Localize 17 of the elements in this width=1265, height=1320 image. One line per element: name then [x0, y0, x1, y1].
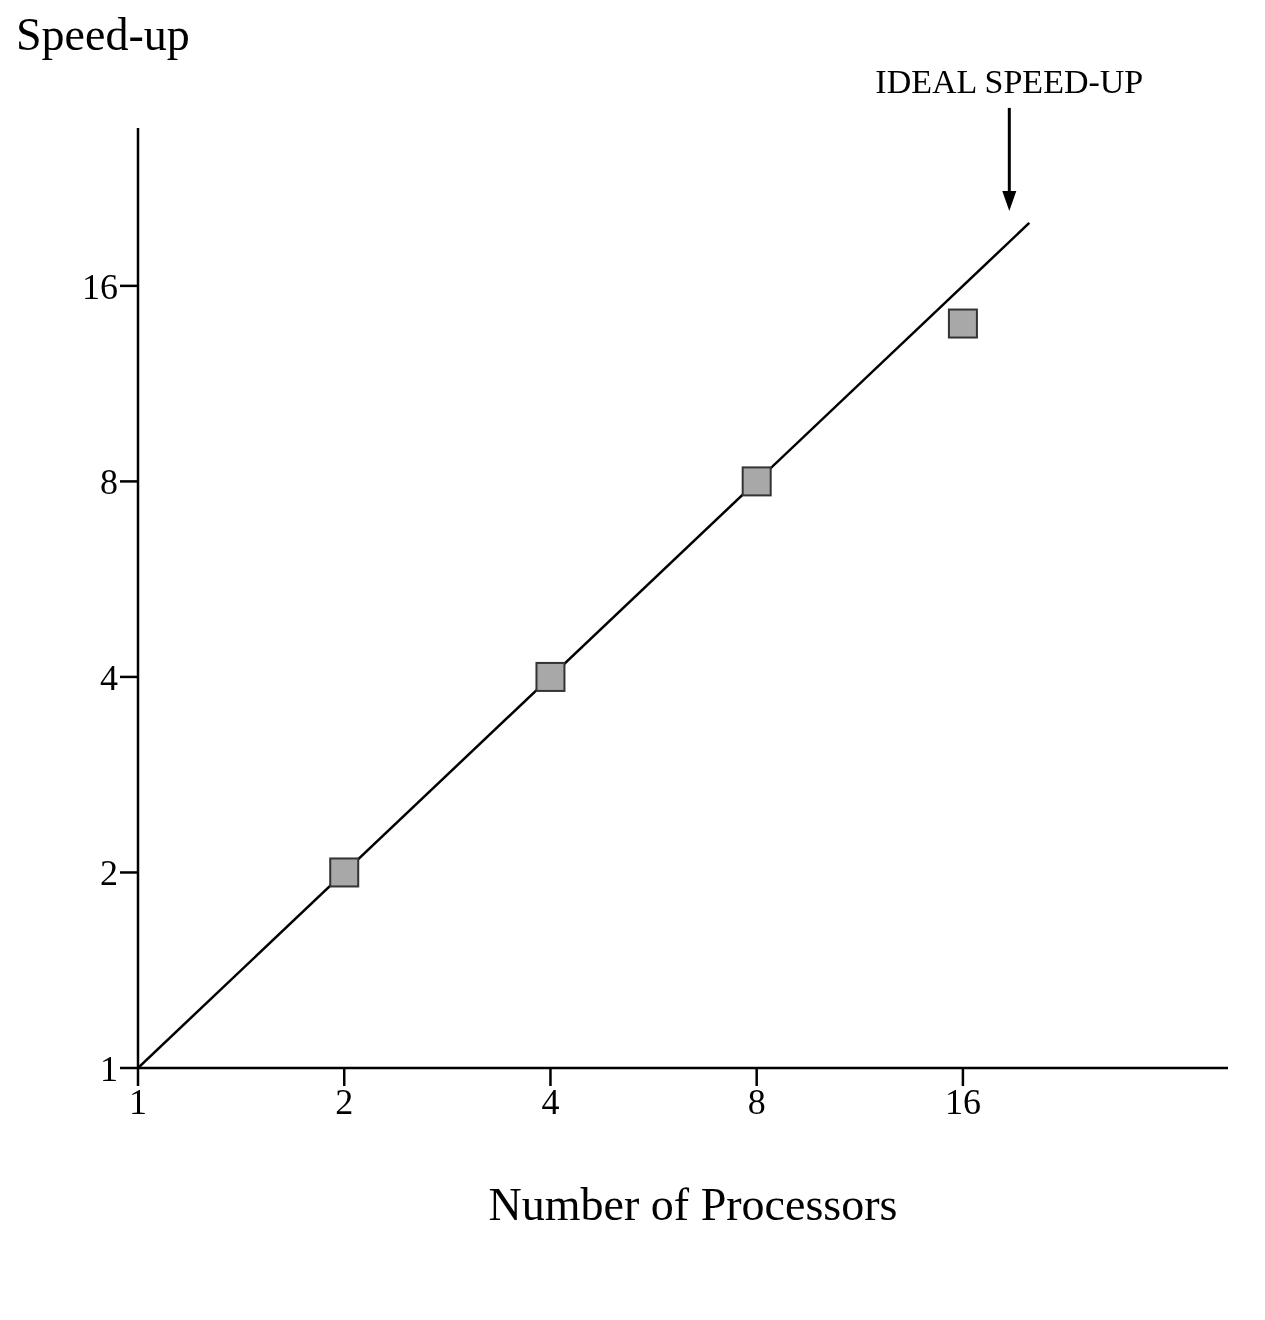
point — [535, 661, 566, 692]
x-tick-label: 16 — [944, 1081, 981, 1122]
x-tick-label: 1 — [129, 1081, 147, 1122]
x-tick-label: 2 — [335, 1081, 354, 1122]
y-tick-label: 2 — [100, 853, 118, 894]
text: IDEAL SPEED-UP — [875, 62, 1144, 100]
y-axis-title: Speed-up — [16, 9, 190, 60]
x-axis-title: Number of Processors — [487, 1178, 899, 1231]
y-tick-label: 4 — [100, 657, 118, 698]
point — [947, 308, 978, 339]
y-tick-label: 16 — [82, 266, 118, 307]
y-tick-label: 1 — [100, 1048, 118, 1089]
y-tick-label: 8 — [100, 462, 118, 503]
point — [329, 857, 360, 888]
point — [741, 466, 772, 497]
x-tick-label: 4 — [541, 1081, 560, 1122]
x-tick-label: 8 — [747, 1081, 766, 1122]
